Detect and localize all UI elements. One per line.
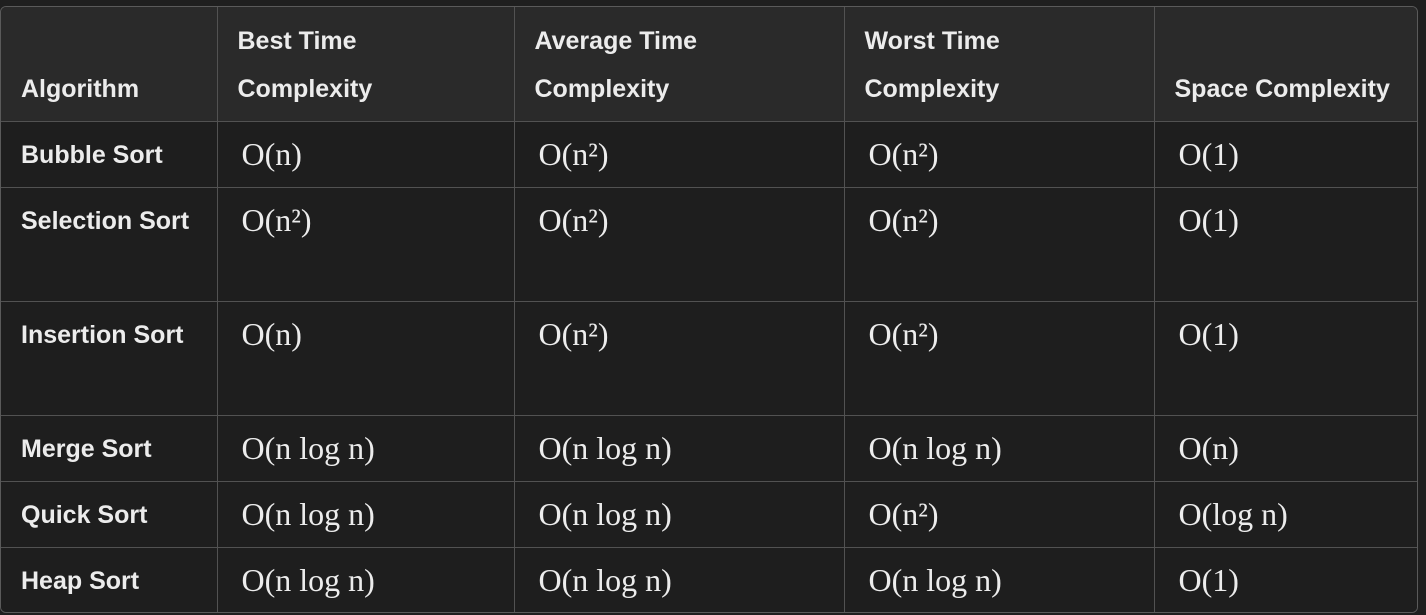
best-time-value: O(n log n) [217, 415, 515, 482]
average-time-value: O(n²) [514, 187, 845, 302]
table-row: Bubble Sort O(n) O(n²) O(n²) O(1) [1, 121, 1417, 188]
space-value: O(n) [1154, 415, 1417, 482]
space-value: O(1) [1154, 121, 1417, 188]
worst-time-value: O(n log n) [844, 547, 1155, 612]
average-time-value: O(n log n) [514, 481, 845, 548]
algorithm-name: Heap Sort [1, 547, 218, 612]
header-algorithm: Algorithm [1, 7, 218, 122]
algorithm-name: Merge Sort [1, 415, 218, 482]
average-time-value: O(n²) [514, 121, 845, 188]
worst-time-value: O(n²) [844, 121, 1155, 188]
header-average-time: Average Time Complexity [514, 7, 845, 122]
average-time-value: O(n log n) [514, 415, 845, 482]
table-header-row: Algorithm Best Time Complexity Average T… [1, 7, 1417, 122]
complexity-table: Algorithm Best Time Complexity Average T… [0, 6, 1418, 613]
table-row: Merge Sort O(n log n) O(n log n) O(n log… [1, 415, 1417, 482]
best-time-value: O(n²) [217, 187, 515, 302]
table-row: Heap Sort O(n log n) O(n log n) O(n log … [1, 547, 1417, 612]
best-time-value: O(n) [217, 301, 515, 416]
best-time-value: O(n log n) [217, 481, 515, 548]
algorithm-name: Bubble Sort [1, 121, 218, 188]
best-time-value: O(n) [217, 121, 515, 188]
space-value: O(1) [1154, 187, 1417, 302]
table-row: Quick Sort O(n log n) O(n log n) O(n²) O… [1, 481, 1417, 548]
space-value: O(1) [1154, 301, 1417, 416]
worst-time-value: O(n²) [844, 481, 1155, 548]
algorithm-name: Insertion Sort [1, 301, 218, 416]
header-worst-time: Worst Time Complexity [844, 7, 1155, 122]
average-time-value: O(n log n) [514, 547, 845, 612]
space-value: O(log n) [1154, 481, 1417, 548]
sorting-complexity-table: Algorithm Best Time Complexity Average T… [1, 7, 1417, 612]
average-time-value: O(n²) [514, 301, 845, 416]
table-row: Insertion Sort O(n) O(n²) O(n²) O(1) [1, 301, 1417, 416]
worst-time-value: O(n²) [844, 187, 1155, 302]
header-space: Space Complexity [1154, 7, 1417, 122]
algorithm-name: Quick Sort [1, 481, 218, 548]
header-best-time: Best Time Complexity [217, 7, 515, 122]
algorithm-name: Selection Sort [1, 187, 218, 302]
worst-time-value: O(n log n) [844, 415, 1155, 482]
best-time-value: O(n log n) [217, 547, 515, 612]
space-value: O(1) [1178, 562, 1239, 598]
worst-time-value: O(n²) [844, 301, 1155, 416]
table-row: Selection Sort O(n²) O(n²) O(n²) O(1) [1, 187, 1417, 302]
